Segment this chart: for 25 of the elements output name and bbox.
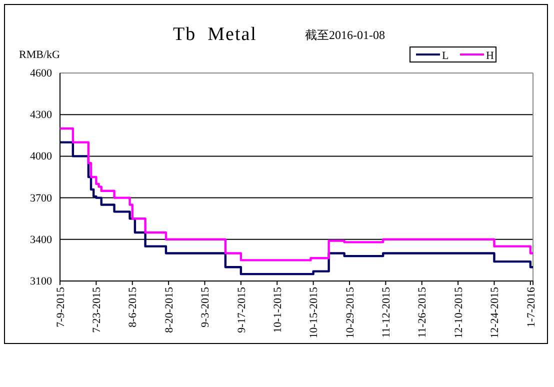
x-tick-label: 10-1-2015 xyxy=(272,286,284,333)
y-axis-title: RMB/kG xyxy=(19,49,60,61)
chart-title: Tb Metal xyxy=(173,24,257,45)
y-tick-label: 3400 xyxy=(30,234,52,246)
legend-label: L xyxy=(442,50,449,62)
x-tick-label: 12-10-2015 xyxy=(452,286,465,338)
x-tick-label: 1-7-2016 xyxy=(525,286,538,328)
y-tick-label: 4300 xyxy=(30,109,52,122)
x-tick-label: 9-3-2015 xyxy=(200,286,212,328)
y-tick-label: 4600 xyxy=(30,68,52,80)
x-tick-label: 9-17-2015 xyxy=(236,286,248,333)
y-tick-label: 3700 xyxy=(30,192,52,204)
x-tick-label: 11-26-2015 xyxy=(416,286,429,338)
x-tick-label: 10-29-2015 xyxy=(344,286,356,338)
x-tick-label: 8-20-2015 xyxy=(163,286,176,333)
chart-subtitle: 截至2016-01-08 xyxy=(305,28,385,42)
x-tick-label: 10-15-2015 xyxy=(308,286,320,338)
legend-label: H xyxy=(486,50,494,62)
x-tick-label: 7-9-2015 xyxy=(54,286,67,328)
x-tick-label: 12-24-2015 xyxy=(489,286,502,338)
y-tick-label: 3100 xyxy=(30,276,52,288)
y-tick-label: 4000 xyxy=(30,150,52,163)
x-tick-label: 11-12-2015 xyxy=(380,286,393,338)
x-tick-label: 7-23-2015 xyxy=(91,286,104,333)
x-tick-label: 8-6-2015 xyxy=(127,286,140,328)
